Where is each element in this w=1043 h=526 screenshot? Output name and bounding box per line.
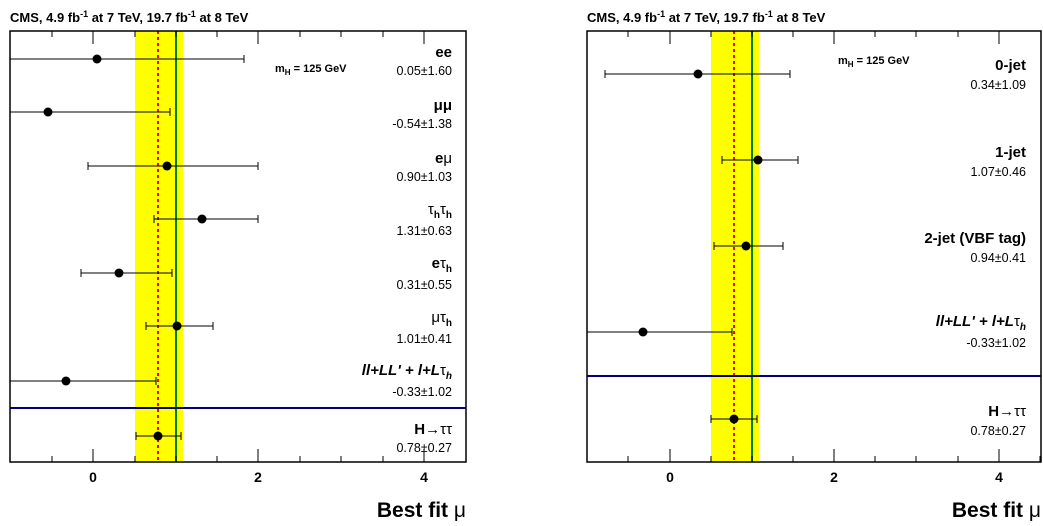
left-label-mutauh: μτh (431, 309, 452, 329)
right-label-1jet: 1-jet (995, 144, 1026, 161)
right-errorbars (587, 69, 799, 424)
left-tick-label: 2 (254, 469, 262, 485)
left-tick-label: 4 (420, 469, 428, 485)
right-tick-label: 2 (830, 469, 838, 485)
left-point-ee (92, 54, 102, 64)
right-value-0jet: 0.34±1.09 (970, 78, 1026, 92)
left-label-mumu: μμ (434, 97, 452, 114)
left-point-mumu (43, 107, 53, 117)
left-tick-label: 0 (89, 469, 97, 485)
right-point-combined (729, 414, 739, 424)
left-label-emu: eμ (435, 150, 452, 167)
left-label-etauh: eτh (432, 255, 452, 275)
right-value-combined: 0.78±0.27 (970, 424, 1026, 438)
left-value-mutauh: 1.01±0.41 (396, 332, 452, 346)
right-label-2jet: 2-jet (VBF tag) (924, 230, 1026, 247)
left-value-emu: 0.90±1.03 (396, 170, 452, 184)
right-value-multilepton: -0.33±1.02 (966, 336, 1026, 350)
right-frame (586, 30, 1042, 463)
left-mh-annotation: mH = 125 GeV (275, 63, 347, 77)
left-label-tauhtauh: τhτh (428, 201, 452, 221)
left-value-mumu: -0.54±1.38 (392, 117, 452, 131)
left-value-etauh: 0.31±0.55 (396, 278, 452, 292)
right-label-0jet: 0-jet (995, 57, 1026, 74)
left-panel: CMS, 4.9 fb-1 at 7 TeV, 19.7 fb-1 at 8 T… (9, 9, 467, 522)
left-value-combined: 0.78±0.27 (396, 441, 452, 455)
left-point-multilepton (61, 376, 71, 386)
left-header: CMS, 4.9 fb-1 at 7 TeV, 19.7 fb-1 at 8 T… (10, 9, 249, 25)
left-label-ee: ee (435, 44, 452, 61)
right-mh-annotation: mH = 125 GeV (838, 55, 910, 69)
right-point-0jet (693, 69, 703, 79)
right-value-1jet: 1.07±0.46 (970, 165, 1026, 179)
right-header: CMS, 4.9 fb-1 at 7 TeV, 19.7 fb-1 at 8 T… (587, 9, 826, 25)
left-label-combined: H→ττ (414, 421, 452, 438)
right-tick-label: 4 (995, 469, 1003, 485)
left-value-ee: 0.05±1.60 (396, 64, 452, 78)
left-point-tauhtauh (197, 214, 207, 224)
right-value-2jet: 0.94±0.41 (970, 251, 1026, 265)
left-xticks (9, 31, 425, 462)
left-point-emu (162, 161, 172, 171)
left-point-etauh (114, 268, 124, 278)
right-panel: CMS, 4.9 fb-1 at 7 TeV, 19.7 fb-1 at 8 T… (586, 9, 1042, 522)
left-x-axis-label: Best fit μ (377, 499, 466, 522)
left-point-mutauh (172, 321, 182, 331)
left-point-combined (153, 431, 163, 441)
left-label-multilepton: ll+LL' + l+Lτh (362, 362, 452, 382)
right-xticks (627, 31, 1041, 462)
left-frame (9, 30, 467, 463)
left-value-tauhtauh: 1.31±0.63 (396, 224, 452, 238)
left-errorbars (10, 54, 259, 441)
right-point-2jet (741, 241, 751, 251)
right-tick-label: 0 (666, 469, 674, 485)
right-label-multilepton: ll+LL' + l+Lτh (936, 313, 1026, 333)
right-point-1jet (753, 155, 763, 165)
right-x-axis-label: Best fit μ (952, 499, 1041, 522)
left-value-multilepton: -0.33±1.02 (392, 385, 452, 399)
right-point-multilepton (638, 327, 648, 337)
right-label-combined: H→ττ (988, 403, 1026, 420)
